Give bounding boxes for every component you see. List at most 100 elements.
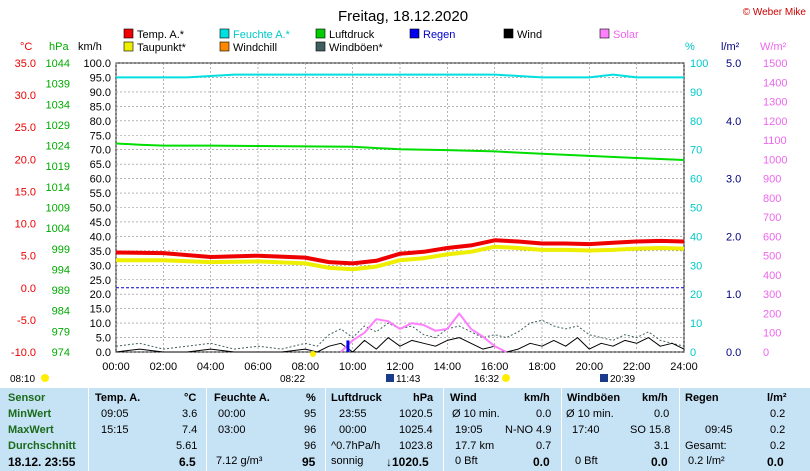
temp-tick-label: 35.0 — [15, 58, 36, 70]
x-tick-label: 04:00 — [197, 361, 225, 373]
rain-tick-label: 1.0 — [726, 289, 741, 301]
solar-tick-label: 600 — [763, 231, 781, 243]
kmh-tick-label: 70.0 — [90, 145, 111, 157]
hpa-tick-label: 1044 — [46, 58, 70, 70]
series-pressure — [115, 142, 685, 161]
credit-text: © Weber Mike — [743, 7, 807, 18]
series-wind — [115, 337, 685, 353]
gust-time: 17:40 — [572, 424, 600, 436]
legend-label: Feuchte A.* — [233, 29, 291, 41]
x-tick-label: 10:00 — [339, 361, 367, 373]
press-trend: ^0.7hPa/h — [331, 440, 381, 452]
x-tick-label: 16:00 — [481, 361, 509, 373]
summary-table: Sensor Temp. A. °C Feuchte A. % Luftdruc… — [0, 388, 810, 471]
temp-tick-label: -5.0 — [17, 315, 36, 327]
legend-label: Windchill — [233, 42, 277, 54]
solar-tick-label: 300 — [763, 289, 781, 301]
kmh-tick-label: 35.0 — [90, 246, 111, 258]
press-unit: hPa — [413, 392, 434, 404]
solar-tick-label: 1000 — [763, 154, 787, 166]
gust-header: Windböen — [567, 392, 621, 404]
chart-svg: Freitag, 18.12.2020 © Weber Mike Temp. A.*… — [10, 7, 807, 385]
chart-title: Freitag, 18.12.2020 — [338, 8, 468, 25]
kmh-tick-label: 80.0 — [90, 116, 111, 128]
legend-label: Solar — [613, 29, 639, 41]
gust-val: 0.0 — [651, 455, 668, 469]
legend-swatch — [123, 28, 134, 39]
hpa-tick-label: 1034 — [46, 99, 70, 111]
legend-swatch — [219, 41, 230, 52]
hpa-tick-label: 974 — [52, 347, 70, 359]
pct-tick-label: 40 — [690, 231, 702, 243]
temp-tick-label: 30.0 — [15, 90, 36, 102]
pct-tick-label: 10 — [690, 318, 702, 330]
sensor-header: Sensor — [8, 392, 46, 404]
sunset-icon — [502, 374, 510, 382]
gust-unit: km/h — [642, 392, 668, 404]
temp-val: 3.6 — [182, 408, 198, 420]
rain-unit: l/m² — [767, 392, 787, 404]
legend-label: Wind — [517, 29, 542, 41]
solar-tick-label: 800 — [763, 193, 781, 205]
press-time: 00:00 — [339, 424, 367, 436]
pct-tick-label: 80 — [690, 116, 702, 128]
temp-val: 7.4 — [182, 424, 198, 436]
kmh-tick-label: 5.0 — [96, 333, 111, 345]
legend-swatch — [219, 28, 230, 39]
kmh-tick-label: 100.0 — [83, 58, 111, 70]
solar-tick-label: 1200 — [763, 116, 787, 128]
temp-time: 15:15 — [101, 424, 129, 436]
solar-tick-label: 900 — [763, 174, 781, 186]
row-label: MaxWert — [8, 424, 54, 436]
hpa-tick-label: 1014 — [46, 182, 70, 194]
hum-abs: 7.12 g/m³ — [216, 455, 263, 467]
legend-label: Regen — [423, 29, 455, 41]
rain-bar — [346, 340, 350, 352]
wind-dist: 17.7 km — [455, 440, 495, 452]
kmh-tick-label: 15.0 — [90, 304, 111, 316]
legend-swatch — [599, 28, 610, 39]
x-tick-label: 12:00 — [386, 361, 414, 373]
hpa-tick-label: 994 — [52, 264, 70, 276]
moonset-time: 11:43 — [396, 374, 421, 385]
legend-swatch — [315, 28, 326, 39]
hum-time: 03:00 — [218, 424, 246, 436]
pct-axis-unit: % — [685, 41, 695, 53]
legend-label: Luftdruck — [329, 29, 375, 41]
pct-tick-label: 60 — [690, 174, 702, 186]
kmh-tick-label: 45.0 — [90, 217, 111, 229]
temp-tick-label: 15.0 — [15, 186, 36, 198]
gust-dir: SO 15.8 — [630, 424, 671, 436]
temp-unit: °C — [184, 392, 197, 404]
wind-time: 19:05 — [455, 424, 483, 436]
press-header: Luftdruck — [331, 392, 382, 404]
rain-header: Regen — [685, 392, 719, 404]
x-tick-label: 00:00 — [102, 361, 130, 373]
kmh-tick-label: 25.0 — [90, 275, 111, 287]
solar-tick-label: 200 — [763, 308, 781, 320]
moonrise-time: 08:22 — [280, 374, 305, 385]
hum-unit: % — [306, 392, 316, 404]
hpa-tick-label: 999 — [52, 244, 70, 256]
moonset-icon — [386, 374, 394, 382]
series-solar — [340, 312, 507, 353]
pct-tick-label: 20 — [690, 289, 702, 301]
hpa-tick-label: 1009 — [46, 203, 70, 215]
x-tick-label: 06:00 — [244, 361, 272, 373]
rain-axis-unit: l/m² — [721, 41, 740, 53]
solar-tick-label: 1100 — [763, 135, 787, 147]
pct-tick-label: 70 — [690, 145, 702, 157]
kmh-tick-label: 40.0 — [90, 231, 111, 243]
legend-swatch — [315, 41, 326, 52]
hpa-tick-label: 984 — [52, 306, 70, 318]
hum-val: 96 — [304, 424, 317, 436]
temp-tick-label: -10.0 — [11, 347, 36, 359]
wind-val: 0.0 — [536, 408, 552, 420]
rain-val: 0.2 — [770, 408, 786, 420]
kmh-tick-label: 60.0 — [90, 174, 111, 186]
hum-time: 00:00 — [218, 408, 246, 420]
press-val: 1020.5 — [399, 408, 433, 420]
hpa-axis-unit: hPa — [49, 41, 69, 53]
solar-tick-label: 1400 — [763, 77, 787, 89]
wind-dir: N-NO 4.9 — [505, 424, 552, 436]
